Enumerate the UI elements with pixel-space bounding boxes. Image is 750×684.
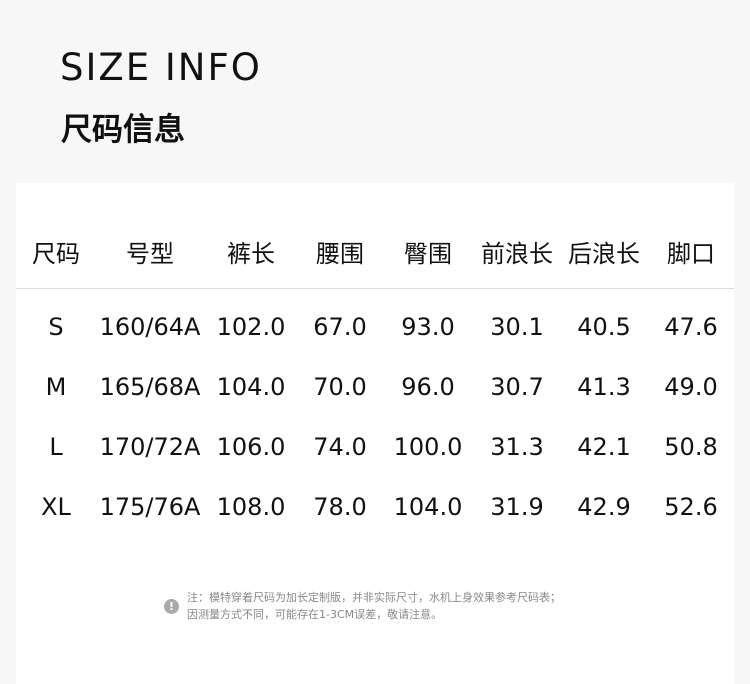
table-cell: 49.0	[664, 373, 718, 401]
table-cell: 160/64A	[99, 313, 201, 341]
table-cell: 108.0	[216, 493, 286, 521]
table-cell: 31.3	[490, 433, 544, 461]
table-cell: 30.7	[490, 373, 544, 401]
table-cell: 170/72A	[99, 433, 201, 461]
column-header: 尺码	[32, 240, 80, 268]
table-cell: M	[45, 373, 67, 401]
table-row: S 160/64A 102.0 67.0 93.0 30.1 40.5 47.6	[16, 307, 734, 347]
table-cell: XL	[41, 493, 71, 521]
table-cell: 50.8	[664, 433, 718, 461]
column-header: 号型	[126, 240, 174, 268]
title-english: SIZE INFO	[60, 46, 262, 89]
table-cell: 30.1	[490, 313, 544, 341]
column-header: 裤长	[227, 240, 275, 268]
table-cell: 106.0	[216, 433, 286, 461]
title-chinese: 尺码信息	[61, 112, 185, 148]
table-cell: 165/68A	[99, 373, 201, 401]
note-line-2: 因测量方式不同，可能存在1-3CM误差，敬请注意。	[187, 608, 443, 621]
table-cell: 104.0	[216, 373, 286, 401]
exclamation-icon: !	[164, 598, 179, 614]
table-row: XL 175/76A 108.0 78.0 104.0 31.9 42.9 52.6	[16, 487, 734, 527]
table-cell: 42.9	[577, 493, 631, 521]
table-cell: L	[49, 433, 63, 461]
table-cell: 104.0	[393, 493, 463, 521]
table-cell: 47.6	[664, 313, 718, 341]
table-cell: 100.0	[393, 433, 463, 461]
table-cell: 70.0	[313, 373, 367, 401]
column-header: 后浪长	[568, 240, 640, 268]
size-note: ! 注：模特穿着尺码为加长定制版，并非实际尺寸，水机上身效果参考尺码表； 因测量…	[164, 589, 561, 623]
table-row: M 165/68A 104.0 70.0 96.0 30.7 41.3 49.0	[16, 367, 734, 407]
table-cell: 78.0	[313, 493, 367, 521]
table-row: L 170/72A 106.0 74.0 100.0 31.3 42.1 50.8	[16, 427, 734, 467]
column-header: 腰围	[316, 240, 364, 268]
note-line-1: 注：模特穿着尺码为加长定制版，并非实际尺寸，水机上身效果参考尺码表；	[187, 591, 561, 604]
column-header: 臀围	[404, 240, 452, 268]
table-cell: 40.5	[577, 313, 631, 341]
table-cell: 52.6	[664, 493, 718, 521]
size-table-card: 尺码 号型 裤长 腰围 臀围 前浪长 后浪长 脚口 S 160/64A 102.0 67.0 93.0…	[16, 183, 734, 684]
header-divider	[16, 288, 734, 289]
table-cell: 41.3	[577, 373, 631, 401]
column-header: 脚口	[667, 240, 715, 268]
table-header: 尺码 号型 裤长 腰围 臀围 前浪长 后浪长 脚口	[16, 234, 734, 274]
table-cell: 42.1	[577, 433, 631, 461]
table-cell: 74.0	[313, 433, 367, 461]
table-cell: 96.0	[401, 373, 455, 401]
table-cell: 31.9	[490, 493, 544, 521]
table-cell: 102.0	[216, 313, 286, 341]
column-header: 前浪长	[481, 240, 553, 268]
table-cell: 175/76A	[99, 493, 201, 521]
table-cell: S	[48, 313, 64, 341]
table-cell: 93.0	[401, 313, 455, 341]
table-cell: 67.0	[313, 313, 367, 341]
